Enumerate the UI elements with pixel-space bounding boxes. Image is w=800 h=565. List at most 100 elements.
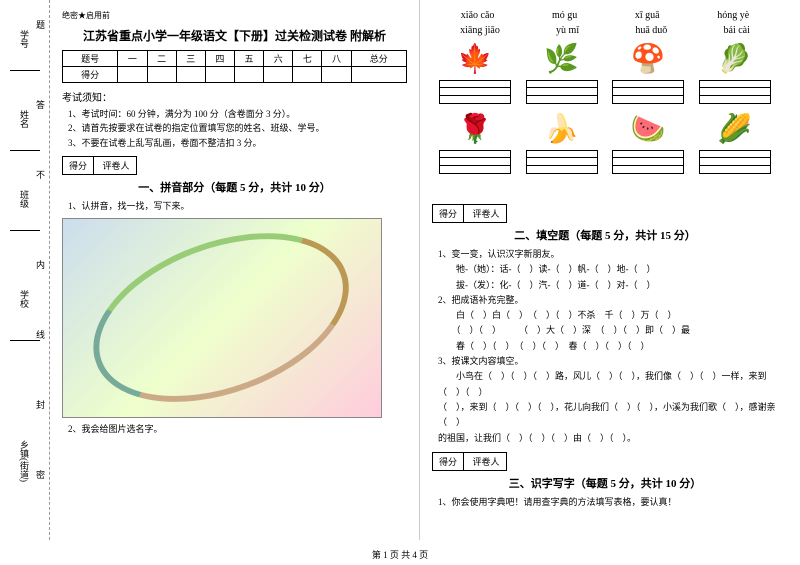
fill-q1: 1、变一变，认识汉字新朋友。 (438, 247, 778, 262)
margin-line (10, 340, 40, 341)
column-right: xiǎo cǎo mó gu xī guā hóng yè xiāng jiāo… (420, 0, 790, 540)
seal-text: 内 (34, 260, 47, 269)
margin-label: 乡镇(街道) (18, 440, 31, 482)
pinyin-row: xiǎo cǎo mó gu xī guā hóng yè (432, 10, 778, 21)
column-left: 绝密★启用前 江苏省重点小学一年级语文【下册】过关检测试卷 附解析 题号 一 二… (50, 0, 420, 540)
cabbage-icon: 🥬 (707, 40, 762, 78)
seal-text: 题 (34, 20, 47, 29)
th: 八 (322, 51, 351, 67)
corn-icon: 🌽 (707, 110, 762, 148)
picture-row: 🌹 🍌 🍉 🌽 (432, 110, 778, 148)
fill-line: （ ）（ ） （ ）大（ ）深 （ ）（ ）即（ ）最 (438, 323, 778, 338)
seal-text: 线 (34, 330, 47, 339)
section-title-2: 二、填空题（每题 5 分，共计 15 分） (432, 227, 778, 243)
pinyin-row: xiāng jiāo yù mǐ huā duǒ bái cài (432, 25, 778, 36)
fill-line: 牠-（她）：话-（ ）读-（ ）帆-（ ）地-（ ） (438, 262, 778, 277)
fill-line: 春（ ）（ ） （ ）（ ） 春（ ）（ ）（ ） (438, 339, 778, 354)
fill-line: 小鸟在（ ）（ ）（ ）路，风儿（ ）（ ），我们像（ ）（ ）一样，来到（ ）… (438, 369, 778, 400)
pinyin: xiāng jiāo (460, 25, 500, 36)
marker-box: 得分 评卷人 (62, 156, 137, 175)
marker-label: 评卷人 (467, 453, 506, 470)
binding-margin: 学号 姓名 班级 学校 乡镇(街道) 题 答 不 内 线 封 密 (0, 0, 50, 540)
td[interactable] (322, 67, 351, 83)
notice-item: 1、考试时间：60 分钟，满分为 100 分（含卷面分 3 分）。 (68, 107, 407, 121)
td: 得分 (63, 67, 118, 83)
fill-line: 的祖国，让我们（ ）（ ）（ ）由（ ）（ ）。 (438, 431, 778, 446)
th: 六 (264, 51, 293, 67)
seal-text: 不 (34, 170, 47, 179)
fill-line: 拔-（发）：化-（ ）汽-（ ）道-（ ）对-（ ） (438, 278, 778, 293)
fill-line: （ ），来到（ ）（ ）（ ），花儿向我们（ ）（ ），小溪为我们歌（ ），感谢… (438, 400, 778, 431)
td[interactable] (293, 67, 322, 83)
pinyin: xiǎo cǎo (461, 10, 495, 21)
th: 三 (176, 51, 205, 67)
answer-grid[interactable] (439, 80, 511, 104)
th: 七 (293, 51, 322, 67)
notice-item: 2、请首先按要求在试卷的指定位置填写您的姓名、班级、学号。 (68, 121, 407, 135)
marker-label: 评卷人 (467, 205, 506, 222)
td[interactable] (176, 67, 205, 83)
td[interactable] (264, 67, 293, 83)
th: 五 (234, 51, 263, 67)
th: 总分 (351, 51, 406, 67)
section-title-1: 一、拼音部分（每题 5 分，共计 10 分） (62, 179, 407, 195)
margin-label: 班级 (18, 190, 31, 208)
seal-text: 封 (34, 400, 47, 409)
mushroom-icon: 🍄 (621, 40, 676, 78)
seal-text: 密 (34, 470, 47, 479)
th: 二 (147, 51, 176, 67)
pinyin: hóng yè (717, 10, 749, 21)
th: 题号 (63, 51, 118, 67)
th: 一 (118, 51, 147, 67)
td[interactable] (118, 67, 147, 83)
secret-label: 绝密★启用前 (62, 10, 407, 21)
score-label: 得分 (433, 205, 464, 222)
answer-grid-row (432, 150, 778, 174)
margin-line (10, 70, 40, 71)
score-table: 题号 一 二 三 四 五 六 七 八 总分 得分 (62, 50, 407, 83)
notice-item: 3、不要在试卷上乱写乱画，卷面不整洁扣 3 分。 (68, 136, 407, 150)
td[interactable] (351, 67, 406, 83)
marker-label: 评卷人 (97, 157, 136, 174)
answer-grid[interactable] (439, 150, 511, 174)
answer-grid[interactable] (612, 80, 684, 104)
grass-icon: 🌿 (534, 40, 589, 78)
pinyin-track-image (62, 218, 382, 418)
notice-title: 考试须知： (62, 89, 407, 104)
leaf-icon: 🍁 (448, 40, 503, 78)
marker-box: 得分 评卷人 (432, 452, 507, 471)
answer-grid[interactable] (612, 150, 684, 174)
banana-icon: 🍌 (534, 110, 589, 148)
fill-line: 白（ ）白（ ） （ ）（ ）不杀 千（ ）万（ ） (438, 308, 778, 323)
exam-title: 江苏省重点小学一年级语文【下册】过关检测试卷 附解析 (62, 27, 407, 44)
td[interactable] (147, 67, 176, 83)
margin-label: 姓名 (18, 110, 31, 128)
pinyin: yù mǐ (556, 25, 579, 36)
section-title-3: 三、识字写字（每题 5 分，共计 10 分） (432, 475, 778, 491)
question-1: 1、认拼音，找一找，写下来。 (68, 199, 407, 213)
answer-grid[interactable] (699, 80, 771, 104)
picture-row: 🍁 🌿 🍄 🥬 (432, 40, 778, 78)
th: 四 (205, 51, 234, 67)
margin-label: 学号 (18, 30, 31, 48)
margin-line (10, 150, 40, 151)
score-label: 得分 (63, 157, 94, 174)
fill-q3: 3、按课文内容填空。 (438, 354, 778, 369)
score-label: 得分 (433, 453, 464, 470)
seal-text: 答 (34, 100, 47, 109)
answer-grid-row (432, 80, 778, 104)
watermelon-icon: 🍉 (621, 110, 676, 148)
marker-box: 得分 评卷人 (432, 204, 507, 223)
answer-grid[interactable] (699, 150, 771, 174)
question-3: 1、你会使用字典吧！请用查字典的方法填写表格，要认真！ (438, 495, 778, 509)
margin-label: 学校 (18, 290, 31, 308)
answer-grid[interactable] (526, 80, 598, 104)
pinyin: bái cài (724, 25, 750, 36)
flower-icon: 🌹 (448, 110, 503, 148)
pinyin: huā duǒ (635, 25, 667, 36)
page-footer: 第 1 页 共 4 页 (0, 548, 800, 561)
td[interactable] (234, 67, 263, 83)
answer-grid[interactable] (526, 150, 598, 174)
pinyin: mó gu (552, 10, 577, 21)
td[interactable] (205, 67, 234, 83)
